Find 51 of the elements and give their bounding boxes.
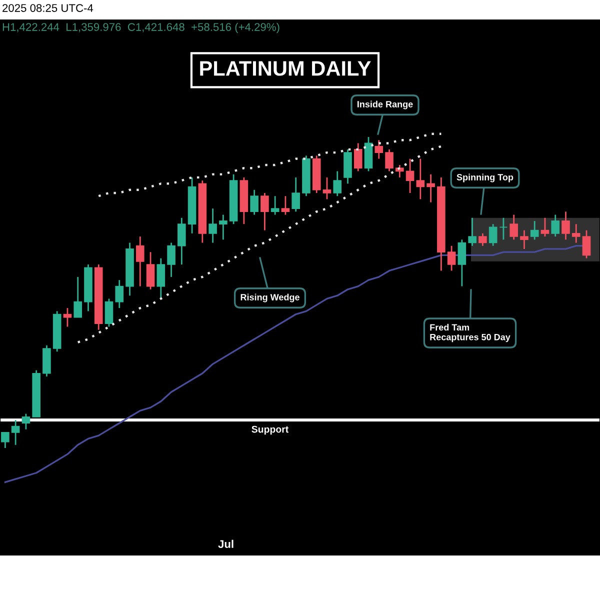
candlestick — [104, 298, 114, 328]
candlestick — [406, 158, 414, 194]
candlestick — [208, 208, 217, 244]
candlestick — [167, 242, 176, 278]
candlestick — [540, 217, 550, 238]
candlestick — [458, 238, 466, 287]
candlestick — [478, 232, 487, 247]
text: Jul — [218, 540, 234, 548]
candlestick — [292, 176, 300, 212]
candlestick — [63, 307, 72, 328]
candlestick — [74, 276, 82, 318]
text: 2025 08:25 UTC-4 — [2, 4, 94, 12]
annotation: Fred Tam Recaptures 50 Day — [430, 324, 510, 342]
candlestick — [270, 195, 280, 216]
candlestick — [219, 214, 228, 240]
candlestick — [178, 217, 186, 266]
candlestick — [115, 279, 124, 309]
candlestick — [562, 210, 570, 240]
text: H1,422.244 L1,359.976 C1,421.648 +58.516 (+4.29%) — [2, 22, 280, 34]
candlestick — [488, 223, 498, 247]
candlestick — [582, 230, 591, 259]
candlestick — [260, 192, 269, 231]
candlestick — [572, 223, 580, 244]
candlestick — [322, 176, 332, 200]
candlestick — [136, 236, 144, 287]
candlestick — [22, 413, 30, 430]
candlestick — [395, 164, 404, 178]
candlestick — [530, 220, 539, 240]
candlestick — [374, 139, 384, 160]
annotation: Rising Wedge — [240, 294, 300, 302]
candlestick — [333, 170, 342, 197]
annotation: Spinning Top — [456, 174, 514, 182]
candlestick — [499, 217, 508, 240]
candlestick — [551, 214, 560, 238]
candlestick — [1, 432, 10, 449]
candlestick — [385, 148, 394, 172]
candlestick — [281, 195, 290, 216]
candlestick — [520, 230, 528, 250]
candlestick — [426, 174, 435, 204]
candlestick — [11, 419, 20, 446]
ref-line-label: Support — [252, 426, 289, 435]
text: Inside Range — [358, 100, 413, 110]
candlestick — [250, 189, 258, 216]
candlestick — [156, 258, 166, 300]
candlestick — [447, 245, 456, 272]
candlestick — [510, 214, 518, 240]
candlestick — [146, 251, 155, 290]
candlestick — [468, 217, 476, 247]
chart-title: PLATINUM DAILY — [200, 61, 371, 76]
candlestick — [416, 158, 425, 200]
candlestick — [354, 142, 362, 172]
